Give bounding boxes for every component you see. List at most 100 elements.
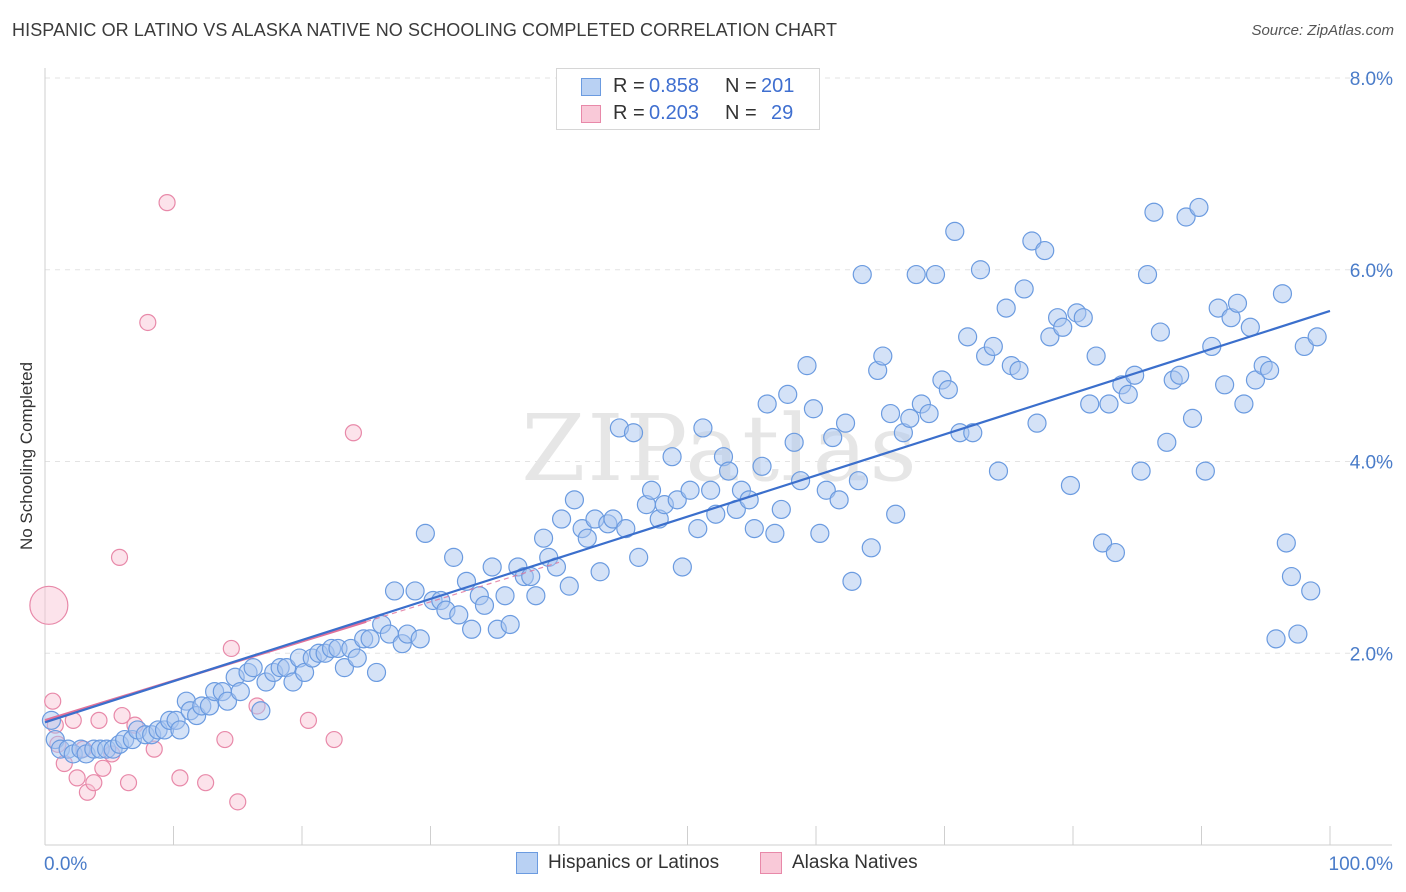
hispanics-point: [919, 403, 939, 424]
hispanics-point: [1276, 533, 1296, 553]
hispanics-point: [719, 461, 739, 481]
hispanics-point: [415, 523, 435, 544]
hispanics-point: [1227, 293, 1248, 313]
grid-lines: [45, 77, 1392, 654]
hispanics-point: [1014, 279, 1034, 299]
hispanics-point: [810, 523, 830, 544]
legend-n-value: 29: [771, 102, 794, 124]
hispanics-point: [360, 629, 380, 649]
x-tick-label: 100.0%: [1329, 854, 1394, 875]
hispanics-point: [1118, 384, 1138, 404]
legend-row-hispanics: R = 0.858 N = 201: [557, 73, 821, 101]
hispanics-point: [533, 528, 554, 548]
alaska-natives-point: [113, 706, 131, 725]
x-tick-label: 0.0%: [44, 854, 87, 875]
alaska-natives-point: [222, 639, 240, 658]
hispanics-point: [1040, 327, 1060, 347]
hispanics-point: [482, 557, 502, 577]
hispanics-point: [1022, 231, 1042, 251]
hispanics-point: [970, 260, 991, 280]
hispanics-point: [778, 384, 798, 404]
hispanics-point: [873, 346, 893, 366]
hispanics-points: [41, 197, 1327, 764]
y-tick-label: 8.0%: [1350, 69, 1393, 90]
hispanics-point: [1105, 542, 1126, 563]
alaska-natives-point: [94, 759, 112, 777]
chart-title: HISPANIC OR LATINO VS ALASKA NATIVE NO S…: [12, 20, 838, 40]
alaska-natives-point: [29, 585, 69, 625]
hispanics-point: [1009, 360, 1029, 381]
hispanics-point: [1150, 322, 1170, 342]
alaska-natives-point: [68, 769, 86, 787]
hispanics-trend-line: [44, 309, 1331, 724]
alaska-natives-point: [78, 783, 97, 801]
hispanics-point: [577, 528, 597, 548]
hispanics-point: [623, 423, 644, 443]
hispanics-point: [662, 447, 682, 467]
hispanics-point: [1288, 624, 1308, 644]
hispanics-point: [603, 509, 623, 529]
hispanics-point: [757, 394, 777, 414]
hispanics-point: [829, 490, 849, 510]
hispanics-point: [680, 480, 700, 500]
hispanics-point: [1157, 432, 1177, 452]
alaska-natives-point: [216, 730, 234, 749]
legend-n-label: N =: [725, 102, 757, 124]
y-tick-label: 2.0%: [1350, 644, 1393, 665]
hispanics-point: [629, 547, 649, 567]
hispanics-point: [823, 427, 843, 448]
hispanics-point: [521, 566, 541, 587]
hispanics-point: [243, 658, 263, 678]
hispanics-point: [835, 413, 856, 433]
correlation-legend: R = 0.858 N = 201 R = 0.203 N = 29: [556, 68, 820, 130]
y-tick-label: 4.0%: [1350, 453, 1393, 474]
hispanics-point: [842, 571, 862, 591]
alaska-natives-point: [139, 313, 157, 332]
hispanics-point: [1170, 365, 1190, 385]
hispanics-point: [590, 562, 610, 582]
alaska-natives-point: [119, 774, 138, 792]
hispanics-point: [334, 658, 355, 678]
hispanics-point: [861, 538, 881, 558]
hispanics-point: [1144, 202, 1164, 222]
hispanics-point: [983, 336, 1003, 357]
hispanics-point: [1080, 394, 1100, 414]
hispanics-point: [958, 327, 978, 347]
alaska-natives-point: [229, 793, 247, 811]
bottom-swatch-pink: [760, 852, 782, 874]
hispanics-point: [366, 662, 387, 683]
hispanics-point: [1035, 240, 1055, 261]
hispanics-point: [1092, 533, 1113, 553]
hispanics-point: [852, 264, 872, 285]
hispanics-point: [1195, 461, 1215, 481]
hispanics-point: [1260, 360, 1280, 381]
hispanics-point: [1272, 284, 1293, 304]
legend-r-label: R =: [613, 75, 645, 97]
legend-n-value: 201: [761, 75, 795, 97]
hispanics-point: [384, 581, 405, 601]
hispanics-point: [1176, 207, 1196, 227]
legend-r-value: 0.203: [649, 102, 700, 124]
hispanics-point: [462, 619, 482, 639]
hispanics-point: [410, 629, 430, 649]
hispanics-point: [771, 499, 791, 520]
bottom-legend-label: Alaska Natives: [792, 852, 918, 873]
hispanics-point: [347, 648, 367, 668]
legend-r-value: 0.858: [649, 75, 700, 97]
hispanics-point: [848, 471, 869, 491]
alaska-natives-point: [171, 769, 189, 787]
legend-swatch-pink: [581, 105, 601, 123]
hispanics-point: [495, 586, 515, 606]
hispanics-point: [886, 504, 906, 524]
hispanics-point: [1294, 336, 1314, 357]
hispanics-point: [925, 264, 946, 285]
hispanics-point: [672, 557, 692, 577]
hispanics-point: [1027, 413, 1047, 433]
hispanics-point: [900, 408, 920, 428]
hispanics-point: [1189, 197, 1209, 218]
bottom-swatch-blue: [516, 852, 538, 874]
legend-r-label: R =: [613, 102, 645, 124]
bottom-legend-label: Hispanics or Latinos: [548, 852, 720, 873]
hispanics-point: [1266, 629, 1286, 649]
